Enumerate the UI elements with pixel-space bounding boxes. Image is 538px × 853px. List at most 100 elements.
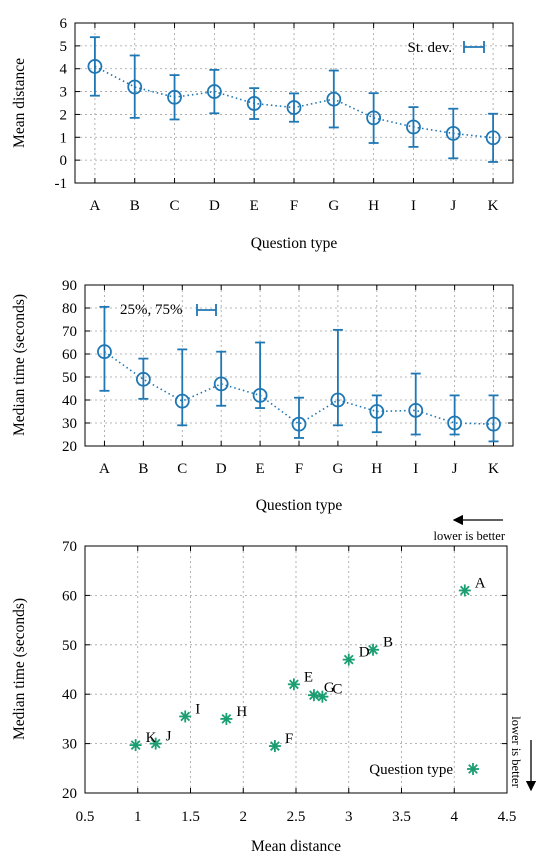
legend-star-marker (467, 763, 479, 775)
x-tick-label: E (250, 198, 259, 214)
data-point (97, 344, 112, 360)
data-point (135, 371, 151, 387)
x-tick-label: B (130, 198, 140, 214)
data-point (486, 416, 501, 432)
x-tick-label: 2.5 (287, 809, 306, 825)
y-tick-label: 30 (62, 416, 77, 432)
y-tick-label: 70 (62, 324, 77, 340)
point-label: D (359, 645, 370, 661)
x-tick-label: 3.5 (392, 809, 411, 825)
y-tick-label: 30 (62, 737, 77, 753)
x-tick-label: C (170, 198, 180, 214)
point-label: A (475, 575, 486, 591)
scatter-chart: 0.5 1 1.5 2 2.5 3 3.5 4 4.5 20 30 40 50 60 70 A B C D E F G H… (11, 514, 537, 853)
scatter-point (342, 653, 355, 666)
legend-key (196, 304, 217, 316)
data-point (252, 387, 268, 403)
point-label: K (146, 730, 157, 746)
data-point (246, 96, 262, 111)
data-point (366, 110, 382, 126)
y-tick-label: 2 (60, 107, 68, 123)
legend-label: Question type (369, 762, 453, 778)
series (87, 36, 501, 163)
data-point (447, 415, 463, 431)
star-stroke (130, 740, 141, 750)
point-label: H (236, 704, 247, 720)
data-point (408, 402, 424, 418)
scatter-point (129, 739, 142, 752)
data-point (213, 376, 229, 392)
data-point (87, 59, 103, 74)
data-point (326, 91, 342, 107)
legend-key (463, 41, 485, 53)
star-stroke (309, 690, 319, 701)
star-stroke (343, 654, 354, 665)
x-tick-label: H (368, 198, 379, 214)
data-point (445, 125, 461, 141)
x-tick-label: A (99, 461, 110, 477)
x-tick-label: B (138, 461, 148, 477)
star-stroke (289, 679, 299, 690)
x-tick-label: H (371, 461, 382, 477)
x-tick-label: I (411, 198, 416, 214)
plot-frame (84, 545, 508, 794)
data-point (369, 404, 385, 419)
y-direction-annotation: lower is better (509, 716, 537, 792)
data-point (406, 119, 421, 135)
x-tick-label: 2 (240, 809, 248, 825)
y-tick-label: 3 (60, 85, 68, 101)
x-tick-label: D (209, 198, 220, 214)
y-tick-label: 50 (62, 638, 77, 654)
y-tick-label: 20 (62, 439, 77, 455)
legend: 25%, 75% (120, 302, 217, 318)
legend-key (467, 763, 479, 775)
scatter-point (268, 740, 281, 753)
x-tick-label: 4.5 (498, 809, 517, 825)
scatter-point (220, 712, 233, 725)
x-tick-label: G (328, 198, 339, 214)
x-tick-label: J (452, 461, 458, 477)
y-tick-label: 60 (62, 347, 77, 363)
star-stroke (270, 741, 280, 751)
axis-ticks: 0.5 1 1.5 2 2.5 3 3.5 4 4.5 20 30 40 50 60 70 (62, 539, 516, 825)
star-stroke (180, 711, 191, 722)
x-direction-label: lower is better (433, 529, 505, 543)
y-tick-label: 40 (62, 687, 77, 703)
y-tick-label: 40 (62, 393, 77, 409)
mean-distance-chart: -1 0 1 2 3 4 5 6 A B C D E F G H I J K Question type Mean … (11, 16, 514, 252)
x-axis-label: Mean distance (251, 838, 341, 853)
x-tick-label: E (256, 461, 265, 477)
y-axis-label: Median time (seconds) (11, 294, 28, 436)
star-stroke (468, 764, 478, 774)
x-axis-label: Question type (251, 235, 338, 252)
data-point (127, 79, 143, 95)
data-point (206, 84, 222, 99)
axis-ticks: 20 30 40 50 60 70 80 90 A B C D E F G H I J K (62, 278, 513, 477)
series (97, 305, 501, 443)
y-tick-label: 0 (60, 153, 68, 169)
legend-label: 25%, 75% (120, 302, 183, 318)
scatter-point (179, 710, 192, 723)
y-tick-label: -1 (55, 176, 68, 192)
point-label: I (195, 701, 200, 717)
scatter-point (287, 678, 300, 691)
y-tick-label: 20 (62, 786, 77, 802)
x-tick-label: 1.5 (181, 809, 200, 825)
legend: Question type (369, 762, 479, 778)
y-tick-label: 6 (60, 16, 68, 32)
data-point (286, 100, 302, 115)
scatter-point (367, 643, 380, 656)
scatter-point (316, 690, 329, 703)
data-point (291, 416, 307, 432)
point-label: J (166, 729, 172, 745)
y-tick-label: 5 (60, 39, 68, 55)
y-tick-label: 50 (62, 370, 77, 386)
scatter-point (458, 584, 471, 597)
y-tick-label: 90 (62, 278, 77, 294)
series-line (103, 351, 494, 426)
x-tick-label: G (332, 461, 343, 477)
x-tick-label: C (177, 461, 187, 477)
point-label: B (383, 635, 393, 651)
x-tick-label: F (290, 198, 298, 214)
